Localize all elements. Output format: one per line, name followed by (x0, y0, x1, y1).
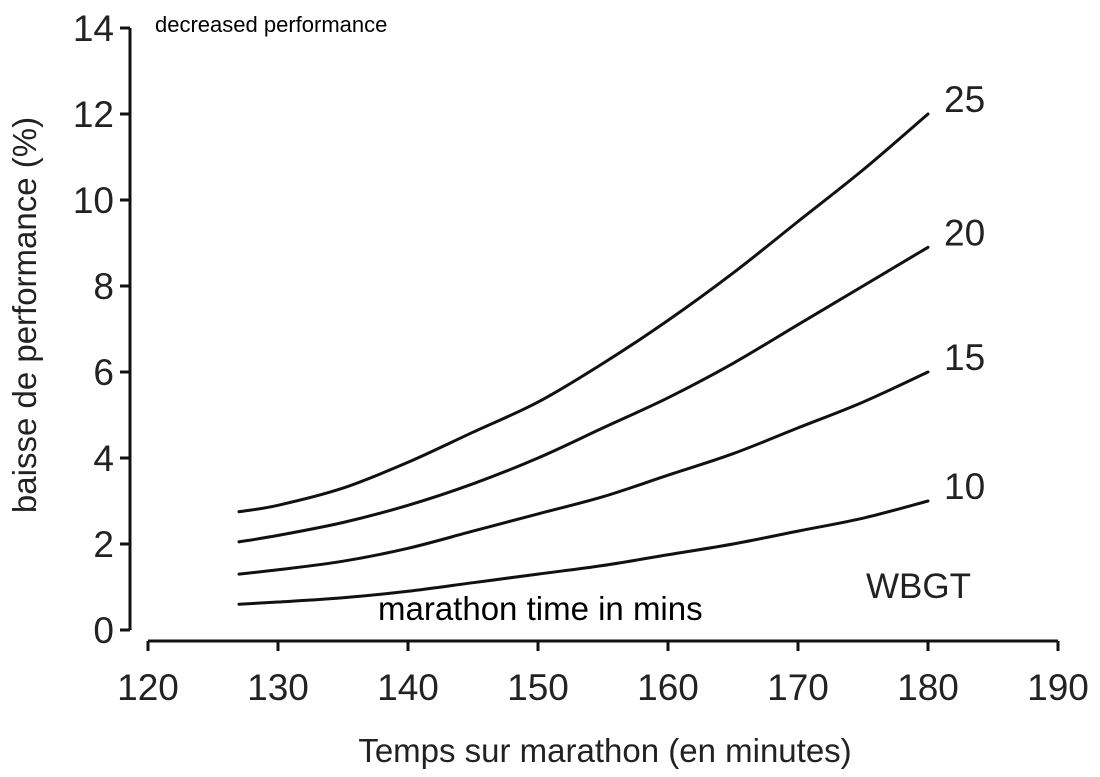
curves (237, 112, 930, 606)
x-axis-title: Temps sur marathon (en minutes) (358, 732, 851, 769)
x-tick-label: 130 (247, 667, 309, 708)
y-tick-label: 10 (73, 180, 114, 221)
x-tick-label: 180 (897, 667, 959, 708)
y-tick-label: 14 (73, 8, 114, 49)
y-axis-title: baisse de performance (%) (6, 117, 43, 513)
x-tick-label: 140 (377, 667, 439, 708)
y-tick-label: 2 (93, 524, 114, 565)
legend-title-wbgt: WBGT (866, 567, 971, 606)
series-label-wbgt-20: 20 (944, 212, 985, 253)
x-tick-label: 120 (117, 667, 179, 708)
x-tick-label: 170 (767, 667, 829, 708)
annotation-decreased-performance: decreased performance (155, 12, 387, 37)
labels: 10 15 20 25 (944, 79, 985, 507)
series-label-wbgt-10: 10 (944, 466, 985, 507)
y-tick-label: 12 (73, 94, 114, 135)
series-line-wbgt-10 (237, 499, 930, 606)
y-tick-label: 4 (93, 438, 114, 479)
series-label-wbgt-15: 15 (944, 337, 985, 378)
x-tick-label: 160 (637, 667, 699, 708)
y-tick-label: 0 (93, 610, 114, 651)
axes: 0 2 4 6 8 10 12 14 120 130 140 150 160 170 180 190 (73, 8, 1089, 708)
series-line-wbgt-20 (237, 245, 930, 544)
annotation-marathon-time: marathon time in mins (378, 590, 703, 627)
x-tick-label: 150 (507, 667, 569, 708)
x-tick-label: 190 (1027, 667, 1089, 708)
series-line-wbgt-15 (237, 370, 930, 576)
y-tick-label: 8 (93, 266, 114, 307)
series-line-wbgt-25 (237, 112, 930, 514)
y-tick-label: 6 (93, 352, 114, 393)
series-label-wbgt-25: 25 (944, 79, 985, 120)
